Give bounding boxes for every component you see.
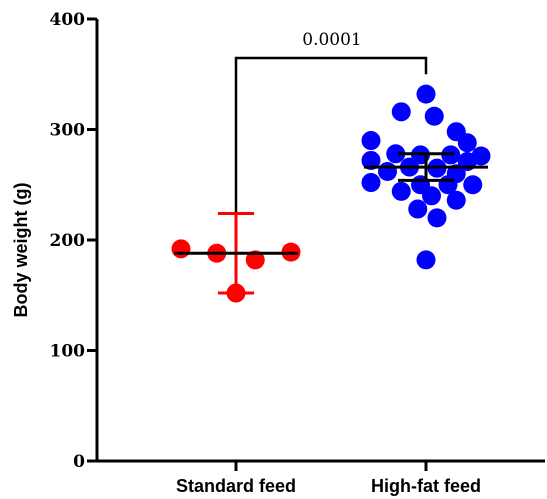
data-point [416, 250, 436, 270]
data-point [361, 131, 381, 151]
data-point [386, 144, 406, 164]
data-point [463, 175, 483, 195]
significance-bracket: 0.0001 [234, 30, 428, 229]
data-point [422, 186, 441, 206]
data-point [361, 150, 381, 170]
data-point [457, 133, 477, 153]
data-point [378, 161, 397, 181]
data-point [245, 250, 265, 270]
data-point [391, 102, 411, 122]
axes: 0 100 200 300 400 Standard feed High-fat feed B… [11, 10, 545, 496]
data-points [171, 84, 491, 303]
y-axis-label: Body weight (g) [11, 183, 31, 318]
y-tick-label: 300 [50, 121, 86, 141]
data-point [408, 199, 428, 219]
data-point [416, 84, 436, 104]
y-tick-label: 400 [50, 10, 86, 30]
y-tick-label: 200 [50, 231, 86, 251]
error-bars [174, 152, 488, 295]
data-point [446, 190, 466, 210]
x-tick-label: Standard feed [176, 476, 296, 496]
p-value-label: 0.0001 [302, 30, 361, 50]
y-tick-label: 0 [73, 452, 85, 472]
x-tick-label: High-fat feed [371, 476, 481, 496]
data-point [424, 106, 444, 126]
y-tick-label: 100 [50, 342, 86, 362]
data-point [361, 173, 381, 193]
bracket-line [234, 56, 428, 229]
data-point [391, 181, 411, 201]
data-point [427, 208, 447, 228]
data-point [171, 239, 191, 259]
